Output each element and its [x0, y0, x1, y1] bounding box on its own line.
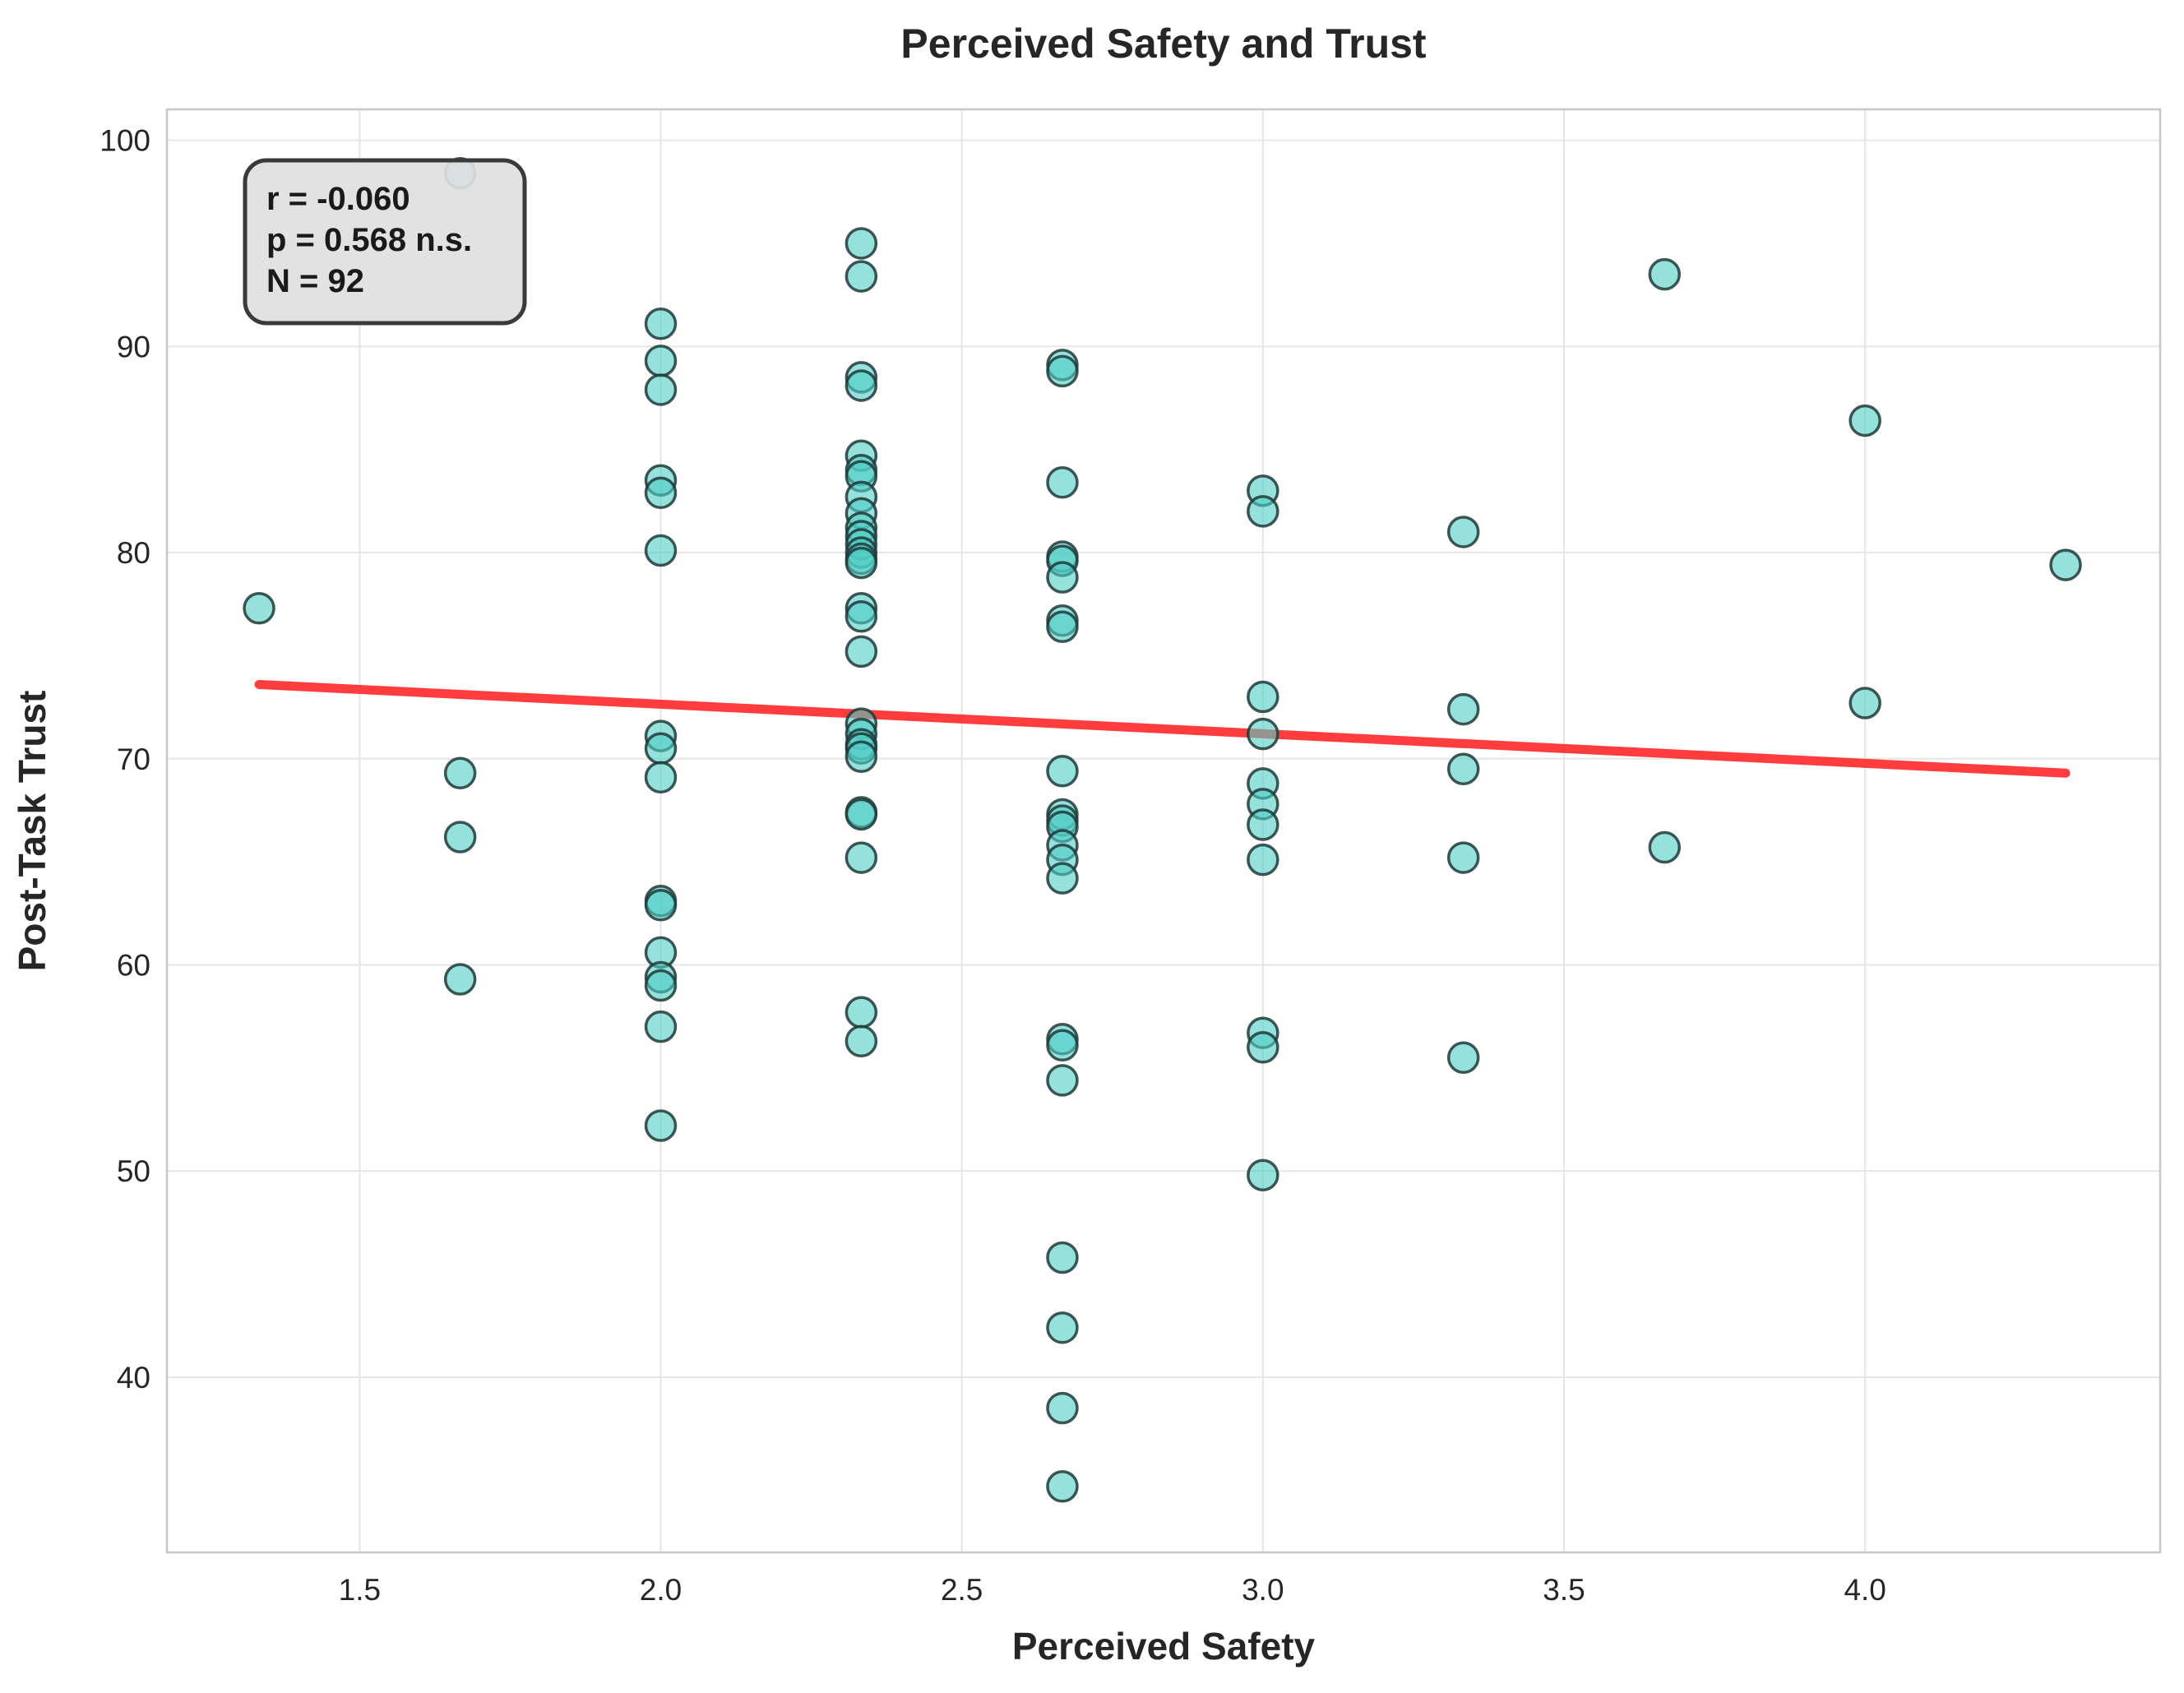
- data-point: [1046, 1029, 1079, 1062]
- data-point: [644, 1010, 678, 1043]
- data-point: [844, 841, 878, 874]
- data-point: [1849, 687, 1881, 719]
- data-point: [844, 635, 878, 668]
- data-point: [644, 373, 678, 406]
- y-tick-label: 40: [117, 1361, 150, 1395]
- data-point: [1046, 1470, 1079, 1503]
- data-point: [844, 798, 878, 831]
- chart-title: Perceived Safety and Trust: [900, 21, 1427, 67]
- data-point: [644, 307, 678, 340]
- y-tick-label: 90: [117, 330, 150, 363]
- data-point: [1247, 843, 1279, 877]
- data-point: [1247, 495, 1279, 528]
- data-point: [844, 1025, 878, 1057]
- data-point: [1046, 561, 1079, 594]
- data-point: [644, 732, 678, 765]
- data-point: [243, 591, 275, 625]
- y-axis-label: Post-Task Trust: [11, 691, 53, 972]
- stats-correlation: r = -0.060: [266, 181, 410, 217]
- data-point: [1247, 1159, 1279, 1191]
- data-point: [443, 756, 477, 790]
- data-point: [2049, 548, 2082, 581]
- stats-box: r = -0.060 p = 0.568 n.s. N = 92: [243, 158, 527, 326]
- ticks-layer: 1.5 2.0 2.5 3.0 3.5 4.0 40 50 60 70 80 90 100: [99, 124, 1886, 1607]
- x-tick-label: 4.0: [1844, 1573, 1886, 1607]
- data-point: [1046, 1064, 1079, 1097]
- y-tick-label: 80: [117, 536, 150, 570]
- data-point: [1046, 466, 1079, 499]
- trend-line: [254, 679, 2071, 778]
- x-tick-label: 2.0: [640, 1573, 682, 1607]
- data-point: [644, 761, 678, 794]
- data-point: [1046, 1311, 1079, 1344]
- data-point: [644, 345, 678, 377]
- data-point: [1446, 1041, 1480, 1075]
- trend-layer: [254, 679, 2071, 778]
- data-point: [1247, 1031, 1279, 1064]
- data-point: [644, 534, 678, 567]
- data-point: [1446, 841, 1480, 874]
- data-point: [1046, 610, 1079, 644]
- data-point: [1046, 862, 1079, 895]
- points-layer: [243, 156, 2082, 1503]
- x-axis-label: Perceived Safety: [1012, 1625, 1316, 1668]
- data-point: [1247, 717, 1279, 751]
- data-point: [443, 963, 477, 996]
- x-tick-label: 2.5: [941, 1573, 983, 1607]
- data-point: [644, 476, 678, 510]
- data-point: [844, 227, 878, 260]
- data-point: [1247, 680, 1279, 714]
- data-point: [844, 600, 878, 633]
- data-point: [1446, 516, 1480, 548]
- data-point: [1046, 1241, 1079, 1274]
- data-point: [844, 996, 878, 1029]
- data-point: [1849, 404, 1881, 437]
- y-tick-label: 50: [117, 1154, 150, 1188]
- x-tick-label: 1.5: [339, 1573, 381, 1607]
- data-point: [1046, 1391, 1079, 1425]
- stats-box-background: [243, 158, 527, 326]
- data-point: [443, 821, 477, 853]
- data-point: [844, 740, 878, 773]
- data-point: [1046, 755, 1079, 788]
- y-tick-label: 70: [117, 742, 150, 776]
- y-tick-label: 60: [117, 948, 150, 982]
- data-point: [644, 969, 678, 1002]
- data-point: [1648, 830, 1682, 864]
- stats-p-value: p = 0.568 n.s.: [266, 222, 472, 258]
- data-point: [1446, 752, 1480, 786]
- data-point: [644, 889, 678, 922]
- data-point: [844, 369, 878, 402]
- y-tick-label: 100: [99, 124, 150, 158]
- data-point: [844, 546, 878, 580]
- data-point: [1446, 692, 1480, 726]
- data-point: [644, 1109, 678, 1142]
- data-point: [1046, 354, 1079, 388]
- stats-sample-size: N = 92: [266, 263, 364, 299]
- data-point: [1247, 808, 1279, 841]
- data-point: [844, 260, 878, 293]
- data-point: [1648, 257, 1682, 291]
- x-tick-label: 3.0: [1242, 1573, 1284, 1607]
- x-tick-label: 3.5: [1543, 1573, 1585, 1607]
- plot-frame: [165, 108, 2162, 1554]
